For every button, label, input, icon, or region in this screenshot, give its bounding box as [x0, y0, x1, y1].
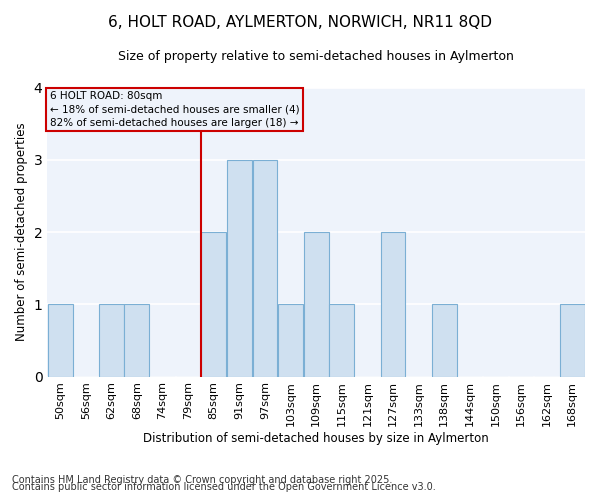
Bar — [124, 304, 149, 376]
Text: Contains public sector information licensed under the Open Government Licence v3: Contains public sector information licen… — [12, 482, 436, 492]
X-axis label: Distribution of semi-detached houses by size in Aylmerton: Distribution of semi-detached houses by … — [143, 432, 489, 445]
Bar — [227, 160, 252, 376]
Bar — [253, 160, 277, 376]
Bar — [432, 304, 457, 376]
Text: 6 HOLT ROAD: 80sqm
← 18% of semi-detached houses are smaller (4)
82% of semi-det: 6 HOLT ROAD: 80sqm ← 18% of semi-detache… — [50, 92, 299, 128]
Text: 6, HOLT ROAD, AYLMERTON, NORWICH, NR11 8QD: 6, HOLT ROAD, AYLMERTON, NORWICH, NR11 8… — [108, 15, 492, 30]
Bar — [560, 304, 584, 376]
Bar — [329, 304, 354, 376]
Bar — [99, 304, 124, 376]
Y-axis label: Number of semi-detached properties: Number of semi-detached properties — [15, 123, 28, 342]
Bar — [47, 304, 73, 376]
Bar — [380, 232, 406, 376]
Bar — [202, 232, 226, 376]
Bar — [278, 304, 303, 376]
Text: Contains HM Land Registry data © Crown copyright and database right 2025.: Contains HM Land Registry data © Crown c… — [12, 475, 392, 485]
Title: Size of property relative to semi-detached houses in Aylmerton: Size of property relative to semi-detach… — [118, 50, 514, 63]
Bar — [304, 232, 329, 376]
